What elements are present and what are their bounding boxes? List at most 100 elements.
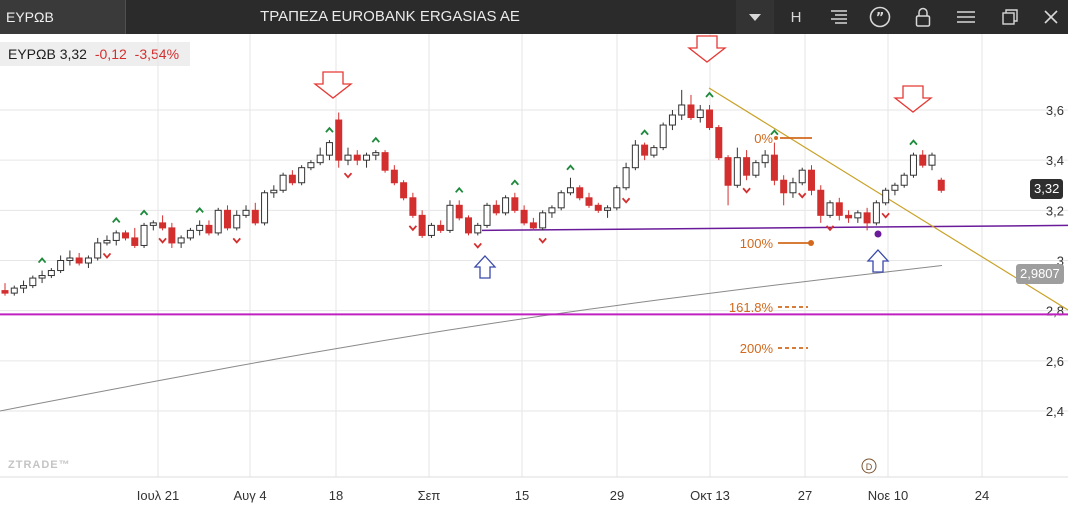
candle	[863, 207, 871, 231]
candle	[678, 89, 686, 121]
buy-signal-chevron	[770, 129, 779, 136]
candle	[214, 207, 222, 236]
candle	[437, 220, 445, 233]
candle	[548, 205, 556, 218]
candle	[75, 252, 83, 266]
candle-body	[733, 157, 741, 186]
candle-body	[177, 237, 185, 244]
buy-signal-chevron	[640, 129, 649, 136]
close-icon[interactable]	[1034, 0, 1068, 34]
x-tick-label: Σεπ	[418, 488, 441, 503]
last-price-tag: 3,32	[1030, 179, 1064, 199]
x-tick-label: 24	[975, 488, 989, 503]
candle-body	[882, 189, 890, 204]
candle	[261, 190, 269, 226]
candle	[909, 152, 917, 178]
candle	[789, 177, 797, 198]
candle	[826, 200, 834, 218]
lock-icon[interactable]	[906, 0, 940, 34]
candle	[835, 197, 843, 221]
candle-body	[47, 270, 55, 277]
candle	[613, 185, 621, 211]
candle	[733, 147, 741, 188]
candle	[418, 210, 426, 238]
candle-body	[631, 144, 639, 169]
candle-body	[335, 119, 343, 161]
candle	[557, 190, 565, 211]
menu-icon[interactable]	[949, 0, 983, 34]
candle	[251, 202, 259, 226]
symbol-field[interactable]: ΕΥΡΩΒ	[0, 0, 126, 34]
candle	[223, 205, 231, 231]
candle-body	[854, 212, 862, 219]
candle	[38, 270, 46, 284]
candle-body	[891, 184, 899, 191]
candle-body	[57, 260, 65, 272]
candle	[307, 160, 315, 171]
candle	[650, 145, 658, 158]
candle-body	[75, 257, 83, 264]
candle-body	[223, 209, 231, 229]
candle-body	[826, 202, 834, 216]
quote-icon[interactable]: ”	[863, 0, 897, 34]
buy-signal-chevron	[705, 91, 714, 98]
candle-body	[159, 222, 167, 229]
candle	[743, 150, 751, 181]
candle	[149, 220, 157, 231]
candle-body	[381, 152, 389, 171]
x-tick-label: 27	[798, 488, 812, 503]
candle	[455, 200, 463, 221]
candle-body	[29, 277, 37, 287]
candle	[298, 165, 306, 186]
candle-body	[298, 167, 306, 184]
candle	[761, 150, 769, 168]
candle	[604, 205, 612, 218]
candle-body	[724, 157, 732, 186]
candle-body	[196, 224, 204, 231]
candle-body	[715, 127, 723, 159]
h-button[interactable]: H	[790, 8, 802, 26]
restore-icon[interactable]	[993, 0, 1027, 34]
candle-body	[604, 207, 612, 211]
candle	[279, 172, 287, 193]
candle-body	[427, 224, 435, 236]
buy-signal-chevron	[325, 126, 334, 133]
candle-body	[325, 142, 333, 156]
candle-body	[919, 154, 927, 166]
candle	[84, 255, 92, 269]
candle	[205, 220, 213, 236]
candle-body	[270, 189, 278, 194]
candle-body	[390, 169, 398, 184]
candle	[131, 227, 139, 248]
candle-body	[492, 204, 500, 214]
candle-body	[576, 187, 584, 199]
candle	[29, 275, 37, 289]
candle	[631, 140, 639, 171]
support-line	[481, 224, 1068, 232]
title-bar: ΕΥΡΩΒ ΤΡΑΠΕΖΑ EUROBANK ERGASIAS AE H ”	[0, 0, 1068, 34]
candle	[390, 165, 398, 186]
candle	[446, 200, 454, 233]
anchor-point	[874, 230, 882, 238]
dropdown-caret-icon[interactable]	[738, 0, 772, 34]
candle	[344, 147, 352, 166]
buy-signal-chevron	[909, 139, 918, 146]
candle-body	[845, 214, 853, 219]
candle-body	[363, 154, 371, 161]
candle	[872, 200, 880, 226]
candle-body	[140, 224, 148, 246]
candle-body	[696, 109, 704, 119]
candle-body	[483, 204, 491, 226]
candle	[465, 215, 472, 236]
candle-body	[251, 209, 259, 224]
sell-arrow-icon	[687, 35, 727, 63]
candle-body	[594, 204, 602, 211]
candle	[233, 210, 241, 231]
fib-end-point	[808, 240, 814, 246]
candle-body	[372, 152, 380, 156]
lines-icon[interactable]	[822, 0, 856, 34]
candle	[520, 205, 528, 226]
candle-body	[817, 189, 825, 216]
candle	[112, 230, 120, 246]
